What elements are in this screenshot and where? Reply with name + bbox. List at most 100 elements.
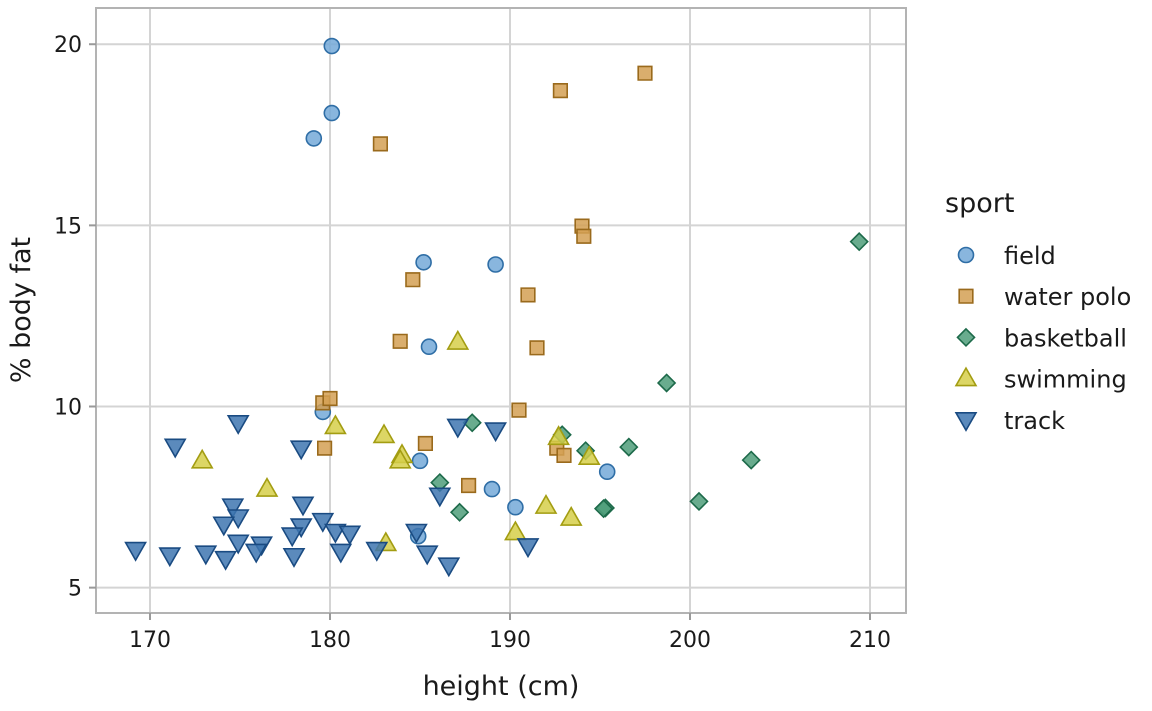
point-field: [323, 104, 341, 122]
point-water-polo: [511, 402, 527, 418]
x-tick-label: 180: [309, 628, 351, 653]
point-field: [483, 480, 501, 498]
series-track: [124, 415, 540, 578]
legend-item-basketball: basketball: [956, 324, 1127, 352]
point-water-polo: [576, 228, 592, 244]
point-swimming: [577, 445, 601, 466]
point-track: [124, 541, 147, 562]
x-tick-label: 190: [489, 628, 531, 653]
y-tick-label: 5: [68, 577, 82, 602]
point-track: [446, 418, 470, 439]
point-track: [280, 527, 304, 548]
plot-frame: [95, 7, 907, 614]
point-track: [158, 547, 182, 568]
point-basketball: [593, 499, 614, 519]
legend-item-swimming: swimming: [954, 366, 1127, 394]
point-track: [226, 534, 250, 555]
x-axis-title: height (cm): [423, 671, 580, 702]
point-basketball: [689, 491, 709, 512]
y-axis-title: % body fat: [6, 237, 37, 383]
point-track: [291, 496, 315, 517]
point-track: [282, 547, 306, 568]
point-water-polo: [529, 340, 545, 356]
point-water-polo: [316, 440, 333, 456]
point-swimming: [446, 329, 470, 350]
point-field: [305, 130, 323, 147]
legend-marker-swimming: [954, 366, 978, 387]
point-track: [244, 543, 268, 564]
point-water-polo: [552, 82, 569, 99]
series-swimming: [190, 329, 601, 552]
point-field: [598, 463, 616, 481]
point-field: [420, 338, 438, 356]
point-swimming: [504, 520, 527, 541]
point-track: [194, 545, 218, 566]
point-water-polo: [322, 390, 338, 407]
point-water-polo: [417, 435, 434, 452]
point-track: [163, 438, 187, 459]
point-track: [484, 422, 507, 443]
point-swimming: [255, 476, 279, 497]
legend-marker-track: [954, 411, 978, 432]
point-basketball: [656, 373, 677, 393]
y-tick-label: 10: [54, 396, 82, 421]
point-water-polo: [520, 287, 536, 303]
point-water-polo: [405, 272, 421, 288]
point-basketball: [619, 437, 639, 457]
point-track: [329, 543, 353, 564]
data-points: [124, 37, 869, 578]
legend-item-field: field: [957, 242, 1056, 270]
point-track: [405, 523, 428, 544]
point-basketball: [849, 232, 869, 252]
legend-label: swimming: [1004, 366, 1127, 394]
legend-label: track: [1004, 407, 1065, 435]
point-water-polo: [637, 65, 653, 81]
point-swimming: [324, 414, 347, 435]
point-track: [226, 415, 250, 435]
legend-item-water-polo: water polo: [958, 283, 1131, 311]
y-tick-label: 20: [54, 33, 82, 58]
point-track: [212, 516, 236, 537]
point-water-polo: [556, 447, 572, 464]
legend-item-track: track: [954, 407, 1065, 435]
point-field: [411, 452, 429, 470]
point-water-polo: [392, 333, 408, 349]
series-basketball: [430, 232, 869, 522]
point-track: [221, 498, 245, 519]
point-track: [516, 538, 540, 559]
x-tick-label: 210: [849, 628, 891, 653]
point-field: [415, 254, 432, 271]
point-track: [428, 487, 452, 508]
legend-label: water polo: [1004, 283, 1131, 311]
y-tick-label: 15: [54, 214, 82, 239]
point-swimming: [547, 425, 570, 446]
legend-marker-water-polo: [958, 288, 974, 304]
legend-marker-basketball: [956, 327, 976, 348]
point-track: [365, 541, 389, 562]
series-field: [305, 37, 616, 545]
point-field: [507, 498, 524, 516]
point-track: [289, 440, 313, 461]
legend-title: sport: [945, 188, 1014, 219]
legend-label: field: [1004, 242, 1056, 270]
point-track: [338, 525, 362, 546]
x-tick-label: 200: [669, 628, 711, 653]
axis-ticks: 170 180 190 200 210 5 10 15 20: [54, 33, 891, 653]
point-water-polo: [372, 136, 389, 152]
legend-marker-field: [957, 246, 975, 264]
series-water-polo: [315, 65, 653, 494]
point-field: [487, 256, 504, 273]
point-track: [311, 512, 335, 533]
x-tick-label: 170: [129, 628, 171, 653]
legend-label: basketball: [1004, 324, 1127, 352]
legend: sport field water polo basketball swimming t…: [945, 188, 1131, 435]
point-water-polo: [460, 477, 477, 494]
point-track: [214, 550, 237, 571]
point-swimming: [559, 505, 583, 526]
point-field: [323, 37, 341, 55]
point-swimming: [372, 423, 396, 444]
point-swimming: [534, 494, 558, 514]
point-swimming: [190, 448, 214, 469]
point-basketball: [741, 450, 761, 470]
